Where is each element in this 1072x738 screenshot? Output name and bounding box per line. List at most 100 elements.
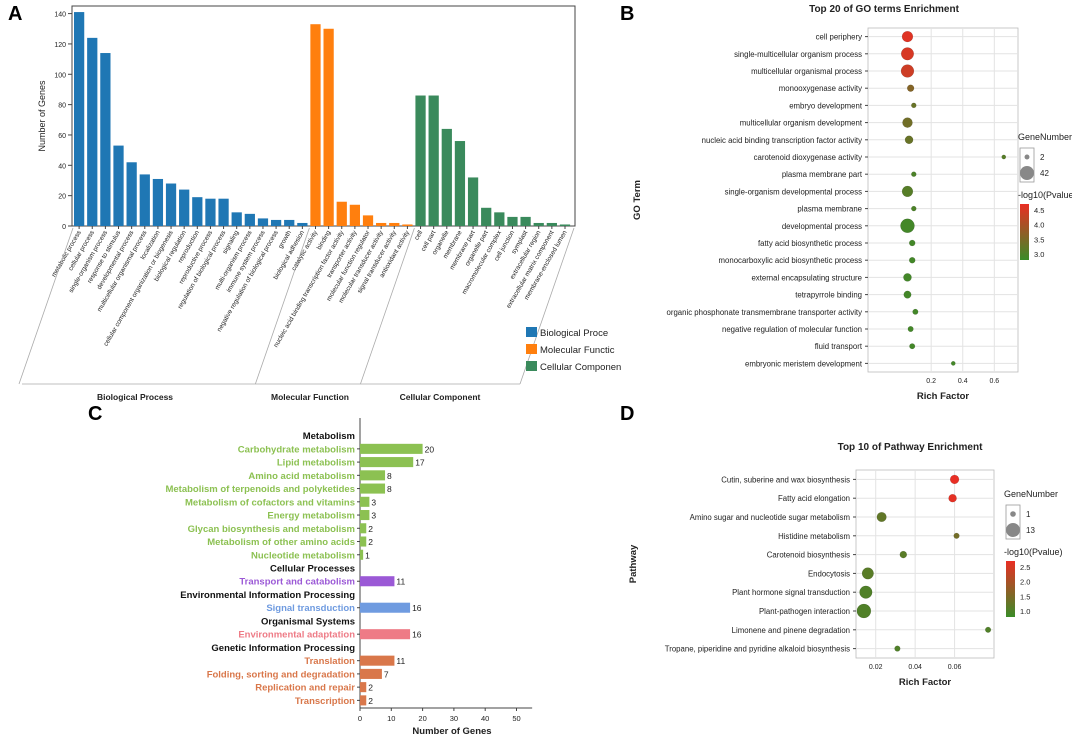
bubble-point	[904, 135, 914, 145]
y-tick-label: 60	[58, 133, 66, 140]
category-label: Metabolism of cofactors and vitamins	[185, 497, 355, 508]
y-tick-label: 120	[54, 42, 66, 49]
data-label: 16	[412, 630, 422, 640]
bar	[546, 222, 557, 226]
bar	[360, 629, 411, 640]
size-legend-symbol	[1010, 511, 1016, 517]
term-label: nucleic acid binding transcription facto…	[702, 136, 862, 145]
legend-label: Biological Proce	[540, 328, 608, 339]
bubble-point	[900, 218, 915, 234]
term-label: Cutin, suberine and wax biosynthesis	[721, 475, 850, 484]
bar	[126, 162, 137, 226]
bar	[481, 207, 492, 226]
category-header: Metabolism	[303, 431, 355, 442]
panel-label-c: C	[88, 403, 102, 425]
group-label: Molecular Function	[271, 392, 349, 402]
bar	[139, 174, 150, 226]
size-legend-symbol	[1024, 154, 1030, 160]
bar	[467, 177, 479, 226]
x-axis-label: Rich Factor	[917, 391, 970, 402]
color-legend-tick: 1.0	[1020, 607, 1030, 616]
data-label: 2	[368, 524, 373, 534]
x-tick-label: 40	[481, 714, 489, 723]
bar	[284, 219, 295, 226]
bar	[360, 602, 411, 613]
bar	[152, 178, 164, 226]
y-axis-label: GO Term	[632, 180, 643, 220]
bar	[165, 183, 177, 226]
bubble-point	[948, 494, 957, 503]
size-legend-label: 1	[1026, 510, 1031, 519]
size-legend-label: 42	[1040, 169, 1049, 178]
plot-frame	[867, 27, 1019, 373]
term-label: Endocytosis	[808, 569, 850, 578]
color-legend-bar	[1020, 204, 1029, 260]
bar	[428, 95, 439, 226]
term-label: monooxygenase activity	[779, 84, 862, 93]
bar	[360, 682, 367, 693]
bar	[87, 37, 98, 227]
bar	[360, 470, 386, 481]
bubble-point	[861, 567, 874, 580]
bar	[360, 457, 414, 468]
color-legend-tick: 1.5	[1020, 592, 1030, 601]
bubble-point	[911, 171, 917, 177]
size-legend-symbol	[1020, 166, 1034, 180]
term-label: single-multicellular organism process	[734, 50, 862, 59]
color-legend-title: -log10(Pvalue)	[1004, 547, 1063, 557]
term-label: plasma membrane part	[782, 170, 863, 179]
bubble-point	[894, 645, 901, 652]
bubble-point	[1001, 154, 1007, 160]
bubble-point	[859, 585, 873, 599]
x-tick-label: 0.02	[869, 664, 883, 671]
bubble-point	[953, 532, 960, 539]
data-label: 8	[387, 484, 392, 494]
bar	[360, 483, 386, 494]
bubble-point	[909, 257, 916, 264]
category-label: Signal transduction	[266, 603, 355, 614]
bubble-point	[911, 205, 917, 212]
x-tick-label: 0.04	[908, 664, 922, 671]
bar	[218, 198, 229, 226]
bar	[360, 510, 370, 521]
category-label: Transport and catabolism	[239, 577, 355, 588]
category-header: Cellular Processes	[270, 564, 355, 575]
term-label: fatty acid biosynthetic process	[758, 239, 862, 248]
x-tick-label: 30	[450, 714, 458, 723]
bar	[192, 197, 203, 226]
x-tick-label: 0.4	[958, 378, 968, 385]
data-label: 8	[387, 471, 392, 481]
size-legend-label: 2	[1040, 153, 1045, 162]
bubble-point	[909, 239, 916, 247]
bubble-point	[985, 626, 992, 633]
y-tick-label: 80	[58, 103, 66, 110]
legend-label: Cellular Componen	[540, 362, 621, 373]
bar	[360, 536, 367, 547]
x-tick-label: 0	[358, 714, 362, 723]
y-tick-label: 140	[54, 12, 66, 19]
bar	[270, 219, 282, 226]
category-label: Amino acid metabolism	[248, 471, 355, 482]
category-label: Carbohydrate metabolism	[238, 444, 355, 455]
term-label: developmental process	[782, 222, 862, 231]
size-legend-symbol	[1006, 523, 1020, 537]
bubble-point	[911, 102, 917, 109]
bar	[454, 141, 466, 226]
term-label: organic phosphonate transmembrane transp…	[667, 308, 863, 317]
bar	[349, 204, 361, 226]
category-header: Environmental Information Processing	[180, 590, 355, 601]
bar	[360, 695, 367, 706]
panel-label-d: D	[620, 403, 634, 425]
bar	[100, 53, 111, 226]
term-label: negative regulation of molecular functio…	[722, 325, 862, 334]
term-label: plasma membrane	[797, 205, 862, 214]
bubble-point	[907, 84, 915, 92]
category-header: Organismal Systems	[261, 616, 355, 627]
data-label: 7	[384, 669, 389, 679]
bar	[297, 222, 308, 226]
bar	[559, 224, 571, 226]
bar	[244, 213, 255, 226]
category-label: Lipid metabolism	[277, 458, 355, 469]
term-label: Histidine metabolism	[778, 532, 850, 541]
bar	[415, 95, 426, 226]
